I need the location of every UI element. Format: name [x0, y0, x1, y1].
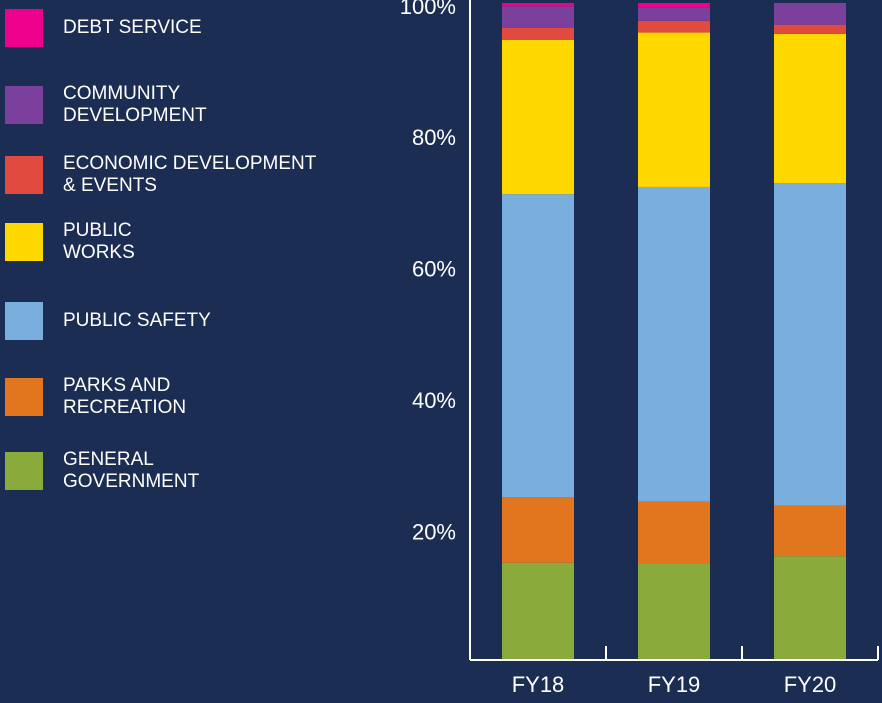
bar-segment	[502, 6, 574, 28]
legend-item: GENERAL GOVERNMENT	[0, 449, 200, 492]
y-tick-label: 40%	[412, 388, 456, 413]
legend-label: PUBLIC SAFETY	[63, 310, 211, 331]
legend-item: ECONOMIC DEVELOPMENT & EVENTS	[0, 153, 317, 196]
legend-label: DEBT SERVICE	[63, 17, 202, 38]
legend-swatch	[5, 452, 43, 490]
legend-item: COMMUNITY DEVELOPMENT	[0, 83, 207, 126]
bar-segment	[502, 194, 574, 498]
legend-label: PUBLIC WORKS	[63, 220, 135, 263]
bar-segment	[638, 32, 710, 187]
legend-label: COMMUNITY DEVELOPMENT	[63, 83, 207, 126]
legend-swatch	[5, 156, 43, 194]
legend-swatch	[5, 86, 43, 124]
bar-segment	[774, 33, 846, 184]
bar-segment	[502, 562, 574, 660]
x-tick-label: FY19	[648, 672, 701, 697]
bar-segment	[774, 505, 846, 557]
legend-item: DEBT SERVICE	[0, 9, 202, 47]
bar-segment	[638, 3, 710, 8]
bar-segment	[638, 7, 710, 21]
legend-item: PUBLIC SAFETY	[0, 302, 211, 340]
legend-label: ECONOMIC DEVELOPMENT & EVENTS	[63, 153, 317, 196]
bar-segment	[638, 20, 710, 33]
x-tick-label: FY18	[512, 672, 565, 697]
legend-label: GENERAL GOVERNMENT	[63, 449, 200, 492]
bar-segment	[774, 24, 846, 34]
bar-segment	[502, 39, 574, 195]
legend-swatch	[5, 302, 43, 340]
bar-segment	[638, 501, 710, 564]
y-tick-label: 100%	[400, 0, 456, 19]
legend-swatch	[5, 223, 43, 261]
legend-swatch	[5, 9, 43, 47]
x-tick-label: FY20	[784, 672, 837, 697]
bar-segment	[638, 186, 710, 502]
bar-segment	[774, 183, 846, 506]
bar-segment	[774, 556, 846, 660]
bar-segment	[502, 497, 574, 563]
y-tick-label: 80%	[412, 125, 456, 150]
legend-item: PUBLIC WORKS	[0, 220, 135, 263]
bar-segment	[502, 3, 574, 7]
legend-item: PARKS AND RECREATION	[0, 375, 187, 418]
bar-segment	[774, 3, 846, 25]
bar-segment	[502, 27, 574, 40]
y-tick-label: 60%	[412, 257, 456, 282]
legend-swatch	[5, 378, 43, 416]
y-tick-label: 20%	[412, 519, 456, 544]
bar-segment	[638, 563, 710, 660]
legend-label: PARKS AND RECREATION	[63, 375, 187, 418]
